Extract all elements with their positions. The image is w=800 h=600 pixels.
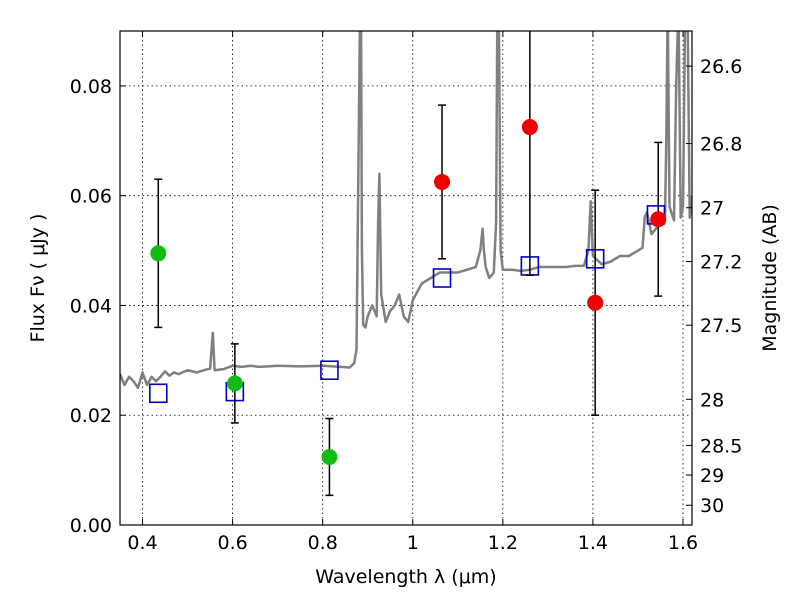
y2-axis-title: Magnitude (AB) bbox=[759, 204, 781, 352]
x-tick-label: 1.6 bbox=[668, 532, 698, 554]
grid-lines bbox=[120, 31, 692, 525]
observed-point bbox=[434, 173, 451, 190]
model-photometry-square bbox=[320, 360, 339, 381]
model-photometry-square bbox=[148, 383, 168, 404]
observed-point bbox=[321, 448, 338, 465]
y2-tick-label: 26.6 bbox=[700, 56, 742, 78]
y2-tick-label: 30 bbox=[700, 495, 724, 517]
x-tick-label: 0.4 bbox=[127, 532, 157, 554]
y-tick-label: 0.00 bbox=[70, 515, 112, 537]
x-tick-label: 0.6 bbox=[217, 532, 247, 554]
y2-tick-label: 27.2 bbox=[700, 252, 742, 274]
spectrum-line bbox=[120, 31, 692, 390]
y-tick-label: 0.08 bbox=[70, 76, 112, 98]
x-tick-label: 1 bbox=[407, 532, 419, 554]
x-tick-label: 0.8 bbox=[308, 532, 338, 554]
y2-tick-label: 28.5 bbox=[700, 435, 742, 457]
observed-point bbox=[150, 245, 167, 262]
observed-point bbox=[521, 119, 538, 136]
y-tick-label: 0.06 bbox=[70, 186, 112, 208]
y2-tick-label: 27.5 bbox=[700, 315, 742, 337]
observed-point bbox=[650, 211, 667, 228]
observed-point bbox=[587, 294, 604, 311]
x-tick-label: 1.2 bbox=[488, 532, 518, 554]
y-tick-label: 0.02 bbox=[70, 405, 112, 427]
y-tick-label: 0.04 bbox=[70, 295, 112, 317]
plot-frame bbox=[119, 30, 693, 526]
x-tick-label: 1.4 bbox=[578, 532, 608, 554]
observed-point bbox=[226, 375, 243, 392]
y2-tick-label: 27 bbox=[700, 198, 724, 220]
x-axis-title: Wavelength λ (μm) bbox=[315, 566, 496, 588]
plot-area bbox=[120, 31, 692, 497]
y2-tick-label: 26.8 bbox=[700, 134, 742, 156]
y2-tick-label: 29 bbox=[700, 465, 724, 487]
y2-tick-label: 28 bbox=[700, 389, 724, 411]
model-photometry-square bbox=[432, 268, 452, 288]
axis-ticks: 0.4 0.6 0.8 1 1.2 1.4 1.6 0.00 0.02 0.04 0.06 0.08 2… bbox=[70, 31, 742, 554]
y-axis-title: Flux Fν ( μJy ) bbox=[27, 214, 49, 343]
